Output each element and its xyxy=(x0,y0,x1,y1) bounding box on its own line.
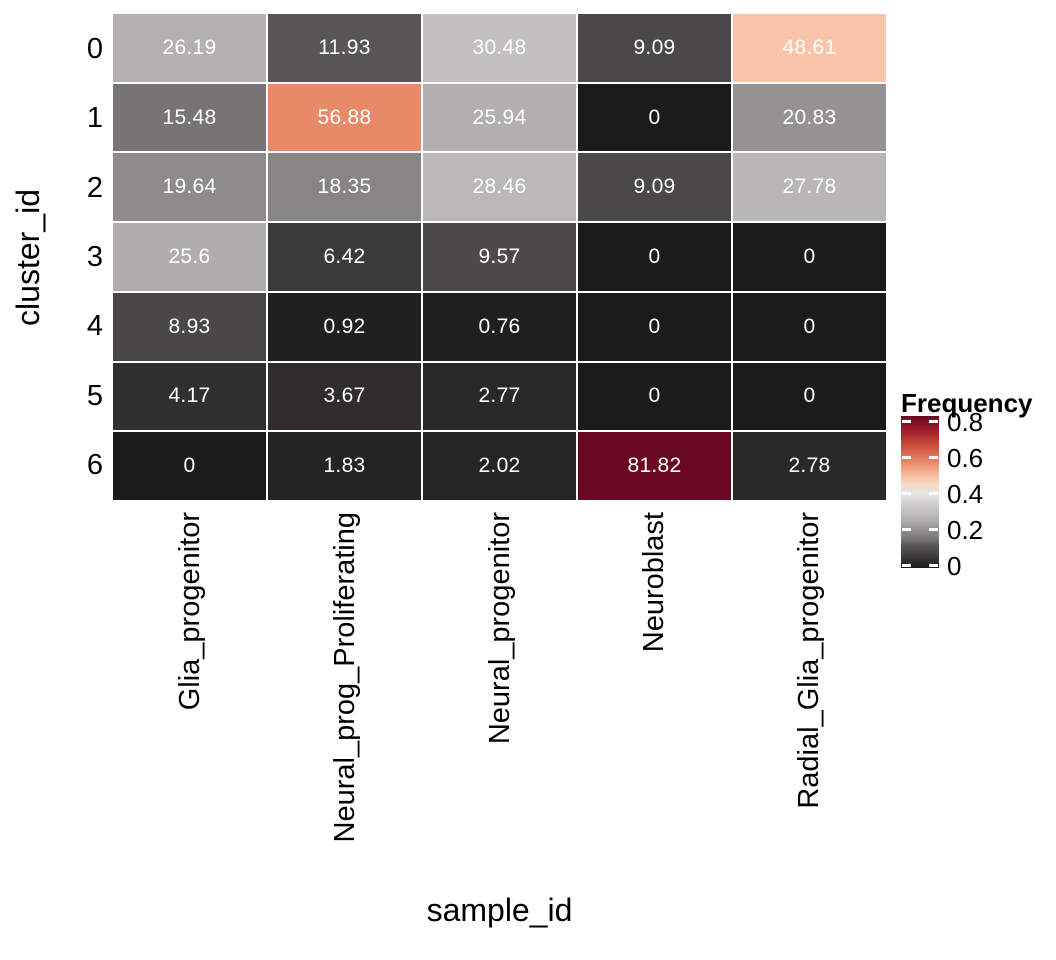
legend-tick-mark xyxy=(929,420,938,423)
x-tick-label: Neuroblast xyxy=(638,512,671,653)
x-tick-label: Glia_progenitor xyxy=(174,512,207,711)
y-tick-label: 1 xyxy=(86,102,103,135)
heatmap-cell: 6.42 xyxy=(268,223,421,291)
legend-tick-mark xyxy=(929,492,938,495)
heatmap-cell: 2.02 xyxy=(423,432,576,500)
legend-tick-mark xyxy=(902,528,911,531)
heatmap-cell: 20.83 xyxy=(733,83,886,152)
legend-title: Frequency xyxy=(901,388,1033,418)
heatmap-cell: 0 xyxy=(578,292,731,361)
heatmap-grid: 26.19 11.93 30.48 9.09 48.61 15.48 56.88 25.94 0… xyxy=(113,14,886,500)
heatmap-cell: 15.48 xyxy=(113,83,266,152)
y-tick-label: 0 xyxy=(86,32,103,65)
y-tick-label: 6 xyxy=(86,449,103,482)
legend-tick-label: 0.8 xyxy=(947,407,984,437)
heatmap-cell: 0.92 xyxy=(268,292,421,361)
heatmap-cell: 26.19 xyxy=(113,14,266,82)
heatmap-cell: 0 xyxy=(113,432,266,500)
legend-tick-label: 0.4 xyxy=(947,479,984,509)
heatmap-cell: 56.88 xyxy=(268,83,421,152)
legend-tick-label: 0.6 xyxy=(947,443,984,473)
heatmap-cell: 1.83 xyxy=(268,432,421,500)
y-tick-label: 4 xyxy=(86,310,103,343)
heatmap-cell: 25.6 xyxy=(113,223,266,291)
legend-tick-mark xyxy=(902,420,911,423)
heatmap-cell: 0 xyxy=(578,83,731,152)
heatmap-cell: 0.76 xyxy=(423,292,576,361)
heatmap-cell: 25.94 xyxy=(423,83,576,152)
heatmap-cell: 0 xyxy=(733,362,886,431)
y-axis-title-text: cluster_id xyxy=(9,188,46,326)
legend-tick-mark xyxy=(902,564,911,567)
legend-tick-mark xyxy=(902,492,911,495)
heatmap-cell: 18.35 xyxy=(268,153,421,222)
y-tick-label: 2 xyxy=(86,171,103,204)
heatmap-cell: 0 xyxy=(733,223,886,291)
legend-tick-label: 0.2 xyxy=(947,515,984,545)
heatmap-cell: 3.67 xyxy=(268,362,421,431)
heatmap-cell: 2.77 xyxy=(423,362,576,431)
heatmap-cell: 81.82 xyxy=(578,432,731,500)
x-tick-label: Neural_progenitor xyxy=(483,512,516,745)
legend-tick-mark xyxy=(929,564,938,567)
y-tick-label: 3 xyxy=(86,241,103,273)
y-tick-label: 5 xyxy=(86,379,103,412)
heatmap-cell: 19.64 xyxy=(113,153,266,222)
legend-tick-mark xyxy=(929,528,938,531)
heatmap-cell: 9.09 xyxy=(578,14,731,82)
heatmap-cell: 8.93 xyxy=(113,292,266,361)
heatmap-cell: 0 xyxy=(733,292,886,361)
heatmap-cell: 30.48 xyxy=(423,14,576,82)
heatmap-cell: 0 xyxy=(578,362,731,431)
x-tick-label: Radial_Glia_progenitor xyxy=(792,512,825,809)
heatmap-cell: 27.78 xyxy=(733,153,886,222)
x-axis-title: sample_id xyxy=(426,892,573,928)
heatmap-cell: 4.17 xyxy=(113,362,266,431)
y-axis-title: cluster_id xyxy=(4,14,52,500)
heatmap-cell: 2.78 xyxy=(733,432,886,500)
legend-tick-label: 0 xyxy=(947,551,962,581)
legend-tick-mark xyxy=(902,456,911,459)
legend-tick-mark xyxy=(929,456,938,459)
heatmap-cell: 9.57 xyxy=(423,223,576,291)
heatmap-cell: 0 xyxy=(578,223,731,291)
heatmap-cell: 11.93 xyxy=(268,14,421,82)
heatmap-cell: 48.61 xyxy=(733,14,886,82)
heatmap-cell: 9.09 xyxy=(578,153,731,222)
x-tick-label: Neural_prog_Proliferating xyxy=(328,512,361,843)
heatmap-cell: 28.46 xyxy=(423,153,576,222)
